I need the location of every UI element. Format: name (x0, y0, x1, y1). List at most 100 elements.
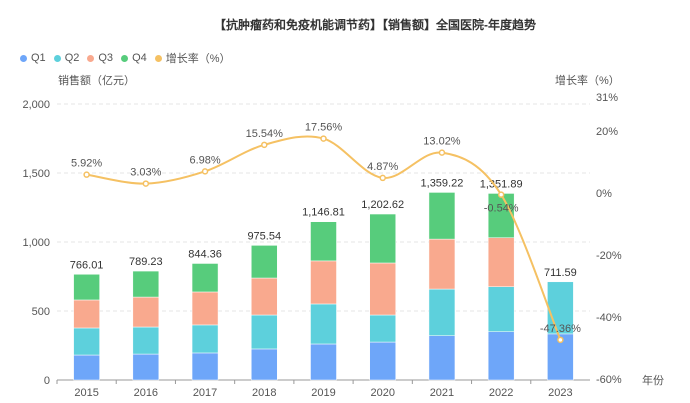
growth-label: 13.02% (423, 136, 461, 148)
total-label: 844.36 (188, 248, 222, 260)
y-tick-label: 0 (44, 375, 50, 387)
growth-point (438, 149, 446, 156)
growth-label: 5.92% (71, 158, 102, 170)
legend-q2-dot-icon (53, 54, 61, 62)
x-tick-label: 2023 (548, 387, 572, 399)
growth-point (379, 174, 386, 182)
legend-growth[interactable]: 增长率（%） (154, 50, 231, 66)
total-label: 975.54 (247, 230, 281, 242)
bar-q1 (73, 354, 100, 381)
y-tick-label: 2,000 (22, 99, 50, 111)
bar-q3 (428, 238, 456, 290)
y-right-tick-label: 0% (596, 188, 612, 200)
bar-q2 (428, 288, 456, 336)
y-right-tick-label: -60% (596, 374, 622, 386)
bar-q4 (428, 192, 456, 240)
y-tick-label: 1,000 (22, 237, 50, 249)
bar-q1 (132, 353, 160, 381)
bar-q4 (132, 270, 160, 298)
bar-q2 (191, 324, 219, 354)
bar-q4 (73, 274, 100, 301)
legend-q1[interactable]: Q1 (20, 50, 46, 66)
growth-point (261, 141, 268, 149)
bar-q3 (487, 237, 515, 287)
y-tick-label: 1,500 (22, 168, 50, 180)
total-label: 711.59 (544, 267, 577, 279)
total-label: 1,202.62 (361, 199, 404, 211)
legend-q2[interactable]: Q2 (53, 50, 80, 66)
legend-growth-dot-icon (154, 54, 162, 62)
growth-label: 6.98% (189, 154, 220, 166)
bar-q3 (310, 260, 337, 305)
legend: Q1 Q2 Q3 Q4 增长率（%） (20, 50, 231, 66)
bar-q3 (191, 291, 219, 326)
bar-q2 (251, 314, 278, 350)
bar-q2 (132, 326, 160, 355)
y-right-tick-label: 20% (596, 126, 618, 138)
growth-label: -47.36% (540, 323, 581, 335)
growth-point (142, 180, 150, 187)
x-tick-label: 2018 (252, 387, 276, 399)
bar-q1 (191, 352, 219, 381)
x-tick-label: 2019 (311, 387, 335, 399)
bar-q2 (73, 327, 100, 356)
growth-label: -0.54% (484, 203, 519, 215)
bar-q1 (369, 341, 396, 381)
bar-q3 (73, 299, 100, 329)
legend-growth-label: 增长率（%） (165, 53, 231, 65)
legend-q3[interactable]: Q3 (87, 50, 113, 66)
legend-q3-dot-icon (87, 54, 95, 62)
bar-q2 (547, 281, 574, 335)
bar-q4 (310, 221, 337, 262)
bar-q1 (251, 348, 278, 381)
growth-point (557, 336, 564, 344)
legend-q4[interactable]: Q4 (121, 50, 147, 66)
bar-q1 (487, 331, 515, 381)
legend-q1-dot-icon (20, 54, 27, 62)
bar-q1 (310, 343, 337, 381)
growth-label: 3.03% (130, 167, 161, 179)
y-right-axis-label: 增长率（%） (555, 73, 620, 87)
bar-q4 (369, 213, 396, 264)
total-label: 1,359.22 (421, 177, 464, 189)
growth-label: 17.56% (305, 122, 343, 134)
y-tick-label: 500 (32, 306, 50, 318)
bar-q3 (132, 296, 160, 328)
legend-q2-label: Q2 (64, 52, 80, 64)
x-tick-label: 2017 (193, 387, 217, 399)
total-label: 766.01 (70, 259, 104, 271)
growth-label: 4.87% (367, 161, 398, 173)
bar-q4 (487, 193, 515, 238)
growth-point (201, 168, 209, 175)
total-label: 1,351.89 (480, 178, 523, 190)
total-label: 1,146.81 (302, 207, 345, 219)
growth-label: 15.54% (246, 128, 284, 140)
growth-point (83, 171, 90, 178)
bar-q1 (428, 335, 456, 381)
chart-title: 【抗肿瘤药和免疫机能调节药】【销售额】全国医院-年度趋势 (214, 18, 536, 32)
legend-q3-label: Q3 (98, 52, 114, 64)
bar-q4 (251, 245, 278, 279)
x-tick-label: 2021 (430, 387, 454, 399)
total-label: 789.23 (129, 256, 163, 268)
bar-q4 (191, 263, 219, 293)
bar-q2 (310, 303, 337, 345)
bar-q2 (369, 314, 396, 343)
bar-q3 (369, 262, 396, 316)
legend-q4-label: Q4 (132, 52, 147, 64)
x-tick-label: 2015 (74, 387, 98, 399)
growth-point (320, 135, 327, 142)
x-tick-label: 2022 (489, 387, 513, 399)
y-axis-label: 销售额（亿元） (58, 73, 135, 87)
x-axis-label: 年份 (642, 373, 664, 387)
x-tick-label: 2016 (134, 387, 158, 399)
growth-point (497, 191, 505, 198)
legend-q4-dot-icon (121, 54, 129, 62)
y-right-tick-label: -40% (596, 312, 622, 324)
x-tick-label: 2020 (370, 387, 394, 399)
y-right-tick-label: 31% (596, 92, 618, 104)
legend-q1-label: Q1 (31, 52, 46, 64)
bar-q3 (251, 277, 278, 316)
